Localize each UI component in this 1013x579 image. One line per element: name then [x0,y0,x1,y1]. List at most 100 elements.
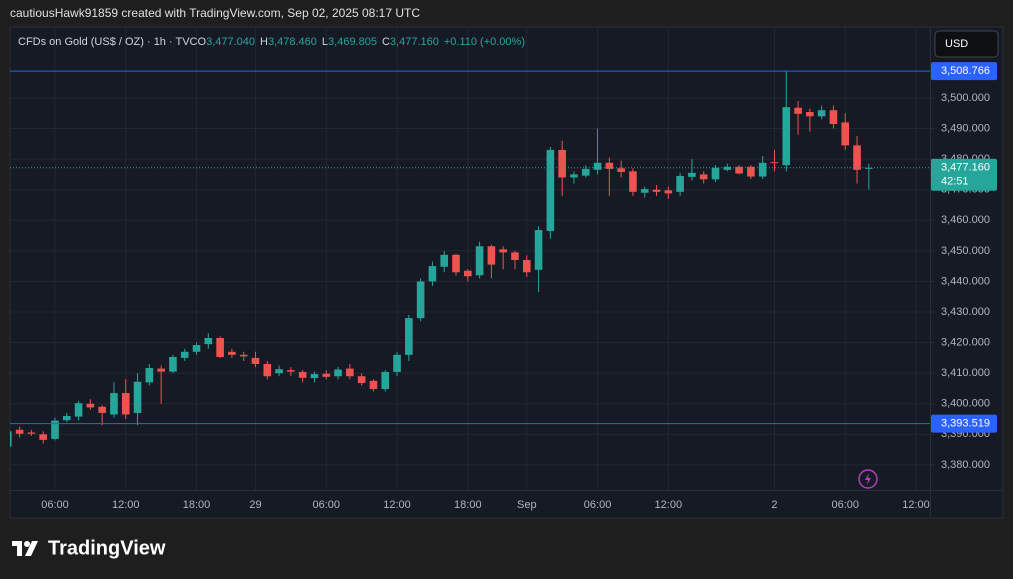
candle-body [169,356,177,372]
candle-body [806,112,814,117]
candle-body [440,254,449,267]
x-tick-label: 06:00 [831,499,859,511]
candle-body [251,357,260,365]
brand: TradingView [48,537,166,559]
legend-value: 3,478.460 [268,36,317,48]
candle-body [794,107,802,114]
candle-body [110,393,118,415]
legend: CFDs on Gold (US$ / OZ) · 1h · TVCO 3,477… [18,36,525,48]
y-tick-label: 3,450.000 [941,245,990,257]
candle-body [310,374,319,379]
price-label-box [931,62,997,81]
candle-body [15,429,24,434]
x-tick-label: 12:00 [112,499,140,511]
candle-body [617,168,625,172]
candle-body [346,368,354,377]
legend-key: O [198,36,207,48]
candle-body [770,162,779,164]
candle-body [581,168,590,176]
x-tick-label: 2 [771,499,777,511]
y-tick-label: 3,460.000 [941,214,990,226]
currency-button[interactable] [934,30,999,58]
x-tick-label: Sep [517,499,537,511]
x-tick-label: 18:00 [454,499,482,511]
candle-body [593,162,602,170]
candle-body [121,393,130,415]
legend-value: 3,477.160 [390,36,439,48]
candle-body [228,351,236,355]
candle-body [157,368,165,372]
candle-body [853,145,861,170]
candle-body [145,367,154,383]
chart-panel [9,26,1004,519]
candle-body [239,354,248,357]
candle-body [74,403,83,417]
candle-body [416,281,425,319]
candle-body [511,252,519,261]
legend-key: C [382,36,390,48]
candle-body [664,190,673,194]
y-tick-label: 3,490.000 [941,122,990,134]
y-tick-label: 3,420.000 [941,337,990,349]
header: cautiousHawk91859 created with TradingVi… [10,6,420,20]
candle-body [369,380,378,390]
y-tick-label: 3,410.000 [941,367,990,379]
candle-body [204,338,213,345]
candle-body [688,172,696,177]
candle-body [27,432,36,434]
candle-body [534,230,543,270]
alert-icon[interactable] [858,469,878,489]
candle-body [817,110,826,117]
last-price-box [931,158,997,191]
legend-change: +0.110 (+0.00%) [444,36,525,48]
candle-body [51,420,59,439]
candle-body [629,171,637,192]
price-label: 3,508.766 [941,65,990,77]
candle-body [322,373,331,377]
y-tick-label: 3,500.000 [941,92,990,104]
price-label-box [931,414,997,433]
candle-body [546,149,555,231]
legend-value: 3,469.805 [328,36,377,48]
candle-body [841,122,850,146]
y-tick-label: 3,430.000 [941,306,990,318]
legend-key: H [260,36,268,48]
candle-body [499,249,507,253]
candle-body [829,110,838,124]
candle-body [487,246,496,265]
candle-body [275,369,283,374]
candle-body [39,434,47,440]
x-tick-label: 12:00 [655,499,683,511]
logo-part [24,541,30,547]
legend-key: L [322,36,328,48]
candle-body [428,266,437,282]
legend-symbol: CFDs on Gold (US$ / OZ) · 1h · TVC [18,36,198,48]
x-tick-label: 18:00 [183,499,211,511]
y-tick-label: 3,440.000 [941,275,990,287]
candle-body [475,246,484,276]
candle-body [605,162,614,169]
candle-body [86,403,95,408]
candle-body [735,166,743,174]
currency[interactable]: USD [945,38,968,50]
candle-body [298,371,307,378]
x-tick-label: 12:00 [383,499,411,511]
candle-body [405,318,413,355]
candle-body [464,270,472,277]
candle-body [652,189,661,192]
x-tick-label: 06:00 [584,499,612,511]
candle-body [782,107,791,166]
brand-logo [12,541,38,556]
price-label: 3,393.519 [941,417,990,429]
candle-body [711,167,720,180]
candle-body [570,174,578,178]
candle-body [263,364,272,377]
candle-body [699,174,708,180]
candle-body [558,149,566,178]
y-tick-label: 3,400.000 [941,398,990,410]
candle-body [334,369,342,377]
candle-body [357,376,366,383]
logo-part [25,541,38,556]
